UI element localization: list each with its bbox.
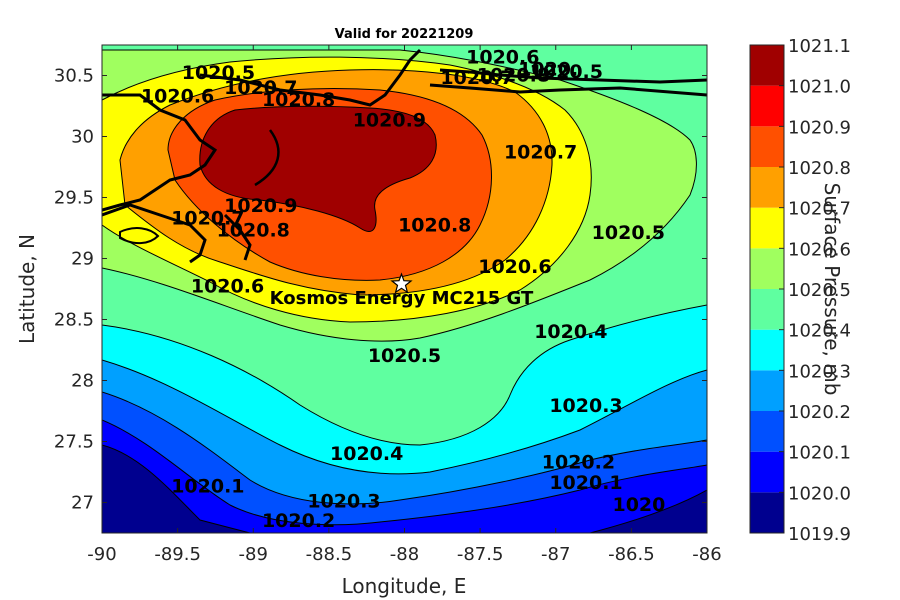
y-axis-ticks: 27 27.5 28 28.5 29 29.5 30 30.5 [54,66,707,514]
colorbar-segment [750,85,784,127]
x-tick-label: -86.5 [608,544,655,565]
contour-label: 1020.3 [549,395,622,417]
colorbar-tick-label: 1020.8 [788,158,851,179]
colorbar-segment [750,492,784,533]
contour-label: 1020 [612,494,665,516]
colorbar-segment [750,329,784,371]
colorbar-segment [750,126,784,167]
x-axis-ticks: -90 -89.5 -89 -88.5 -88 -87.5 -87 -86.5 -86 [87,45,722,565]
contour-label: 1020.5 [182,62,255,84]
y-tick-label: 29 [71,249,94,270]
colorbar-tick-label: 1019.9 [788,524,851,545]
colorbar-segment [750,451,784,493]
chart-title: Valid for 20221209 [335,27,474,42]
x-tick-label: -88.5 [306,544,353,565]
y-tick-label: 28 [71,371,94,392]
contour-label: 1020.2 [262,510,335,532]
contour-label: 1020.1 [171,476,244,498]
colorbar-tick-label: 1020.2 [788,402,851,423]
contour-label: 1020.5 [368,345,441,367]
contour-label: 1020.4 [534,321,607,343]
colorbar-tick-label: 1020.0 [788,483,851,504]
x-tick-label: -88 [390,544,419,565]
x-axis-label: Longitude, E [342,574,467,598]
colorbar: 1019.9 1020.0 1020.1 1020.2 1020.3 1020.4 1020… [749,36,851,545]
contour-label: 1020.5 [530,61,603,83]
contour-label: 1020.6 [141,85,214,107]
x-tick-label: -89.5 [154,544,201,565]
colorbar-tick-label: 1020.1 [788,443,851,464]
colorbar-segment [750,370,784,411]
contour-label: 1020.1 [549,472,622,494]
contour-label: 1020.7 [504,141,577,163]
y-axis-label: Latitude, N [15,234,39,344]
contour-label: 1020.9 [224,195,297,217]
contour-label: 1020.2 [542,451,615,473]
contour-label: 1020. [518,59,578,81]
contour-label: 1020.5 [592,222,665,244]
colorbar-label: Surface Pressure, mb [820,183,844,396]
x-tick-label: -87.5 [457,544,504,565]
colorbar-tick-label: 1020.4 [788,321,851,342]
x-tick-label: -89 [239,544,268,565]
x-tick-label: -86 [692,544,721,565]
y-tick-label: 30 [71,127,94,148]
island-curve [254,129,280,187]
contour-label: 1020.3 [307,490,380,512]
colorbar-segment [750,167,784,208]
colorbar-tick-label: 1021.1 [788,36,851,57]
contour-label: 1020.6 [191,276,264,298]
y-tick-label: 28.5 [54,310,94,331]
contour-label: 1020.8 [398,215,471,237]
colorbar-tick-label: 1020.5 [788,280,851,301]
contour-label: 1020.6 [466,46,539,68]
colorbar-segment [750,45,784,86]
coastline [102,48,707,264]
contour-label: 1020.7 [171,207,244,229]
colorbar-tick-label: 1021.0 [788,77,851,98]
band-1020.9 [199,105,437,233]
y-tick-label: 27.5 [54,432,94,453]
contour-label: 1020.9 [353,110,426,132]
colorbar-segment [750,411,784,452]
colorbar-segment [750,248,784,289]
y-tick-label: 30.5 [54,66,94,87]
contour-label: 1020.7 [224,77,297,99]
site-star-marker [390,272,413,294]
x-tick-label: -90 [87,544,116,565]
colorbar-segment [750,207,784,249]
colorbar-tick-label: 1020.7 [788,199,851,220]
y-tick-label: 27 [71,493,94,514]
contour-label: 1020.8 [477,65,550,87]
colorbar-segment [750,289,784,330]
contour-label: 1020.8 [217,220,290,242]
colorbar-tick-label: 1020.9 [788,117,851,138]
contour-label: 1020.7 [440,67,513,89]
colorbar-tick-label: 1020.3 [788,361,851,382]
site-label: Kosmos Energy MC215 GT [270,288,534,309]
contour-label: 1020.6 [478,256,551,278]
inland-lake [119,227,160,244]
y-tick-label: 29.5 [54,188,94,209]
x-tick-label: -87 [541,544,570,565]
contour-label: 1020.4 [330,443,403,465]
site-annotation: Kosmos Energy MC215 GT [270,272,534,309]
colorbar-tick-label: 1020.6 [788,239,851,260]
contour-label: 1020.8 [262,89,335,111]
